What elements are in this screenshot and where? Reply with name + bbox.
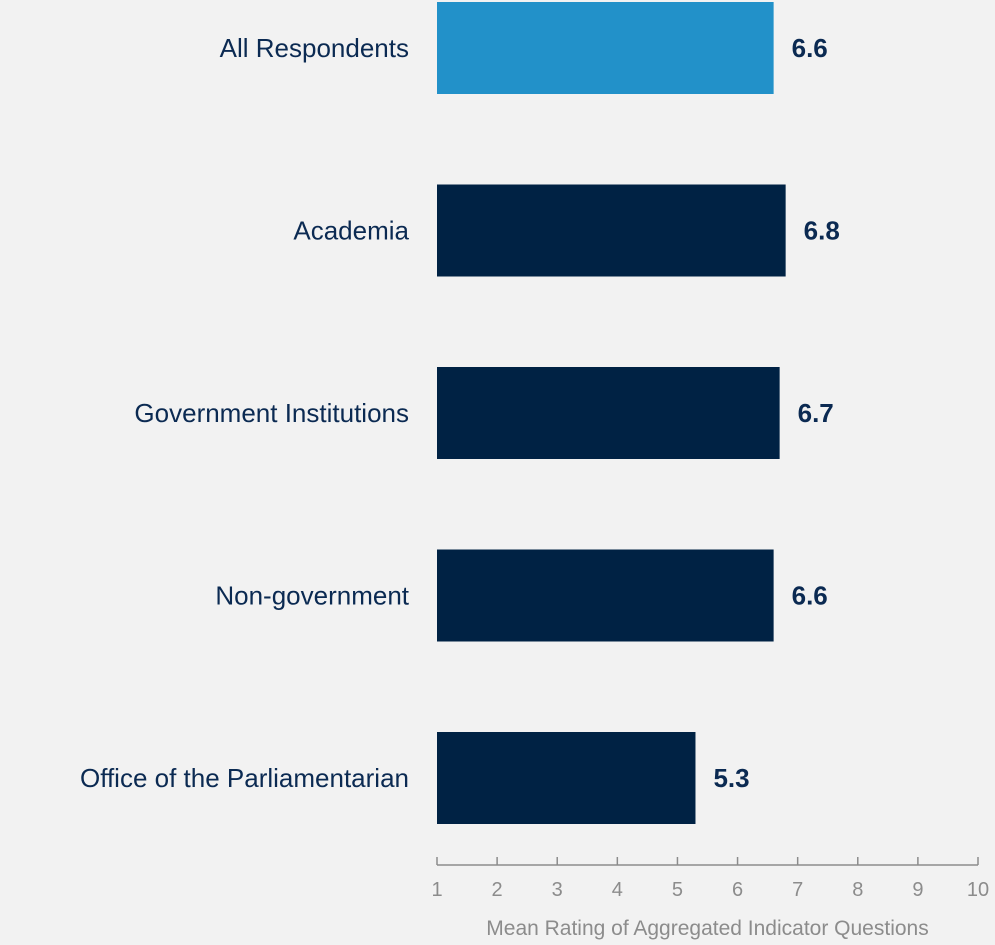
bars [437,2,786,824]
category-label: Non-government [215,581,409,611]
value-label: 6.6 [792,33,828,63]
x-tick-label: 8 [852,879,863,901]
value-labels: 6.6 6.8 6.7 6.6 5.3 [713,33,839,793]
value-label: 6.8 [804,216,840,246]
category-label: Government Institutions [134,398,409,428]
x-tick-label: 2 [492,879,503,901]
bar [437,2,774,94]
category-label: All Respondents [220,33,409,63]
x-tick-label: 7 [792,879,803,901]
x-axis-title: Mean Rating of Aggregated Indicator Ques… [486,917,928,940]
x-tick-label: 9 [912,879,923,901]
value-label: 6.6 [792,581,828,611]
x-tick-label: 10 [967,879,989,901]
category-labels: All Respondents Academia Government Instit… [80,33,410,793]
bar [437,549,774,642]
x-tick-label: 1 [431,879,442,901]
category-label: Office of the Parliamentarian [80,763,409,793]
x-tick-label: 3 [552,879,563,901]
x-tick-label: 5 [672,879,683,901]
bar [437,184,786,277]
bar [437,367,780,459]
x-tick-label: 4 [612,879,623,901]
x-tick-label: 6 [732,879,743,901]
category-label: Academia [293,216,409,246]
bar [437,732,696,824]
value-label: 6.7 [798,398,834,428]
value-label: 5.3 [713,763,749,793]
x-axis: 1 2 3 4 5 6 7 8 9 10 [431,857,989,901]
